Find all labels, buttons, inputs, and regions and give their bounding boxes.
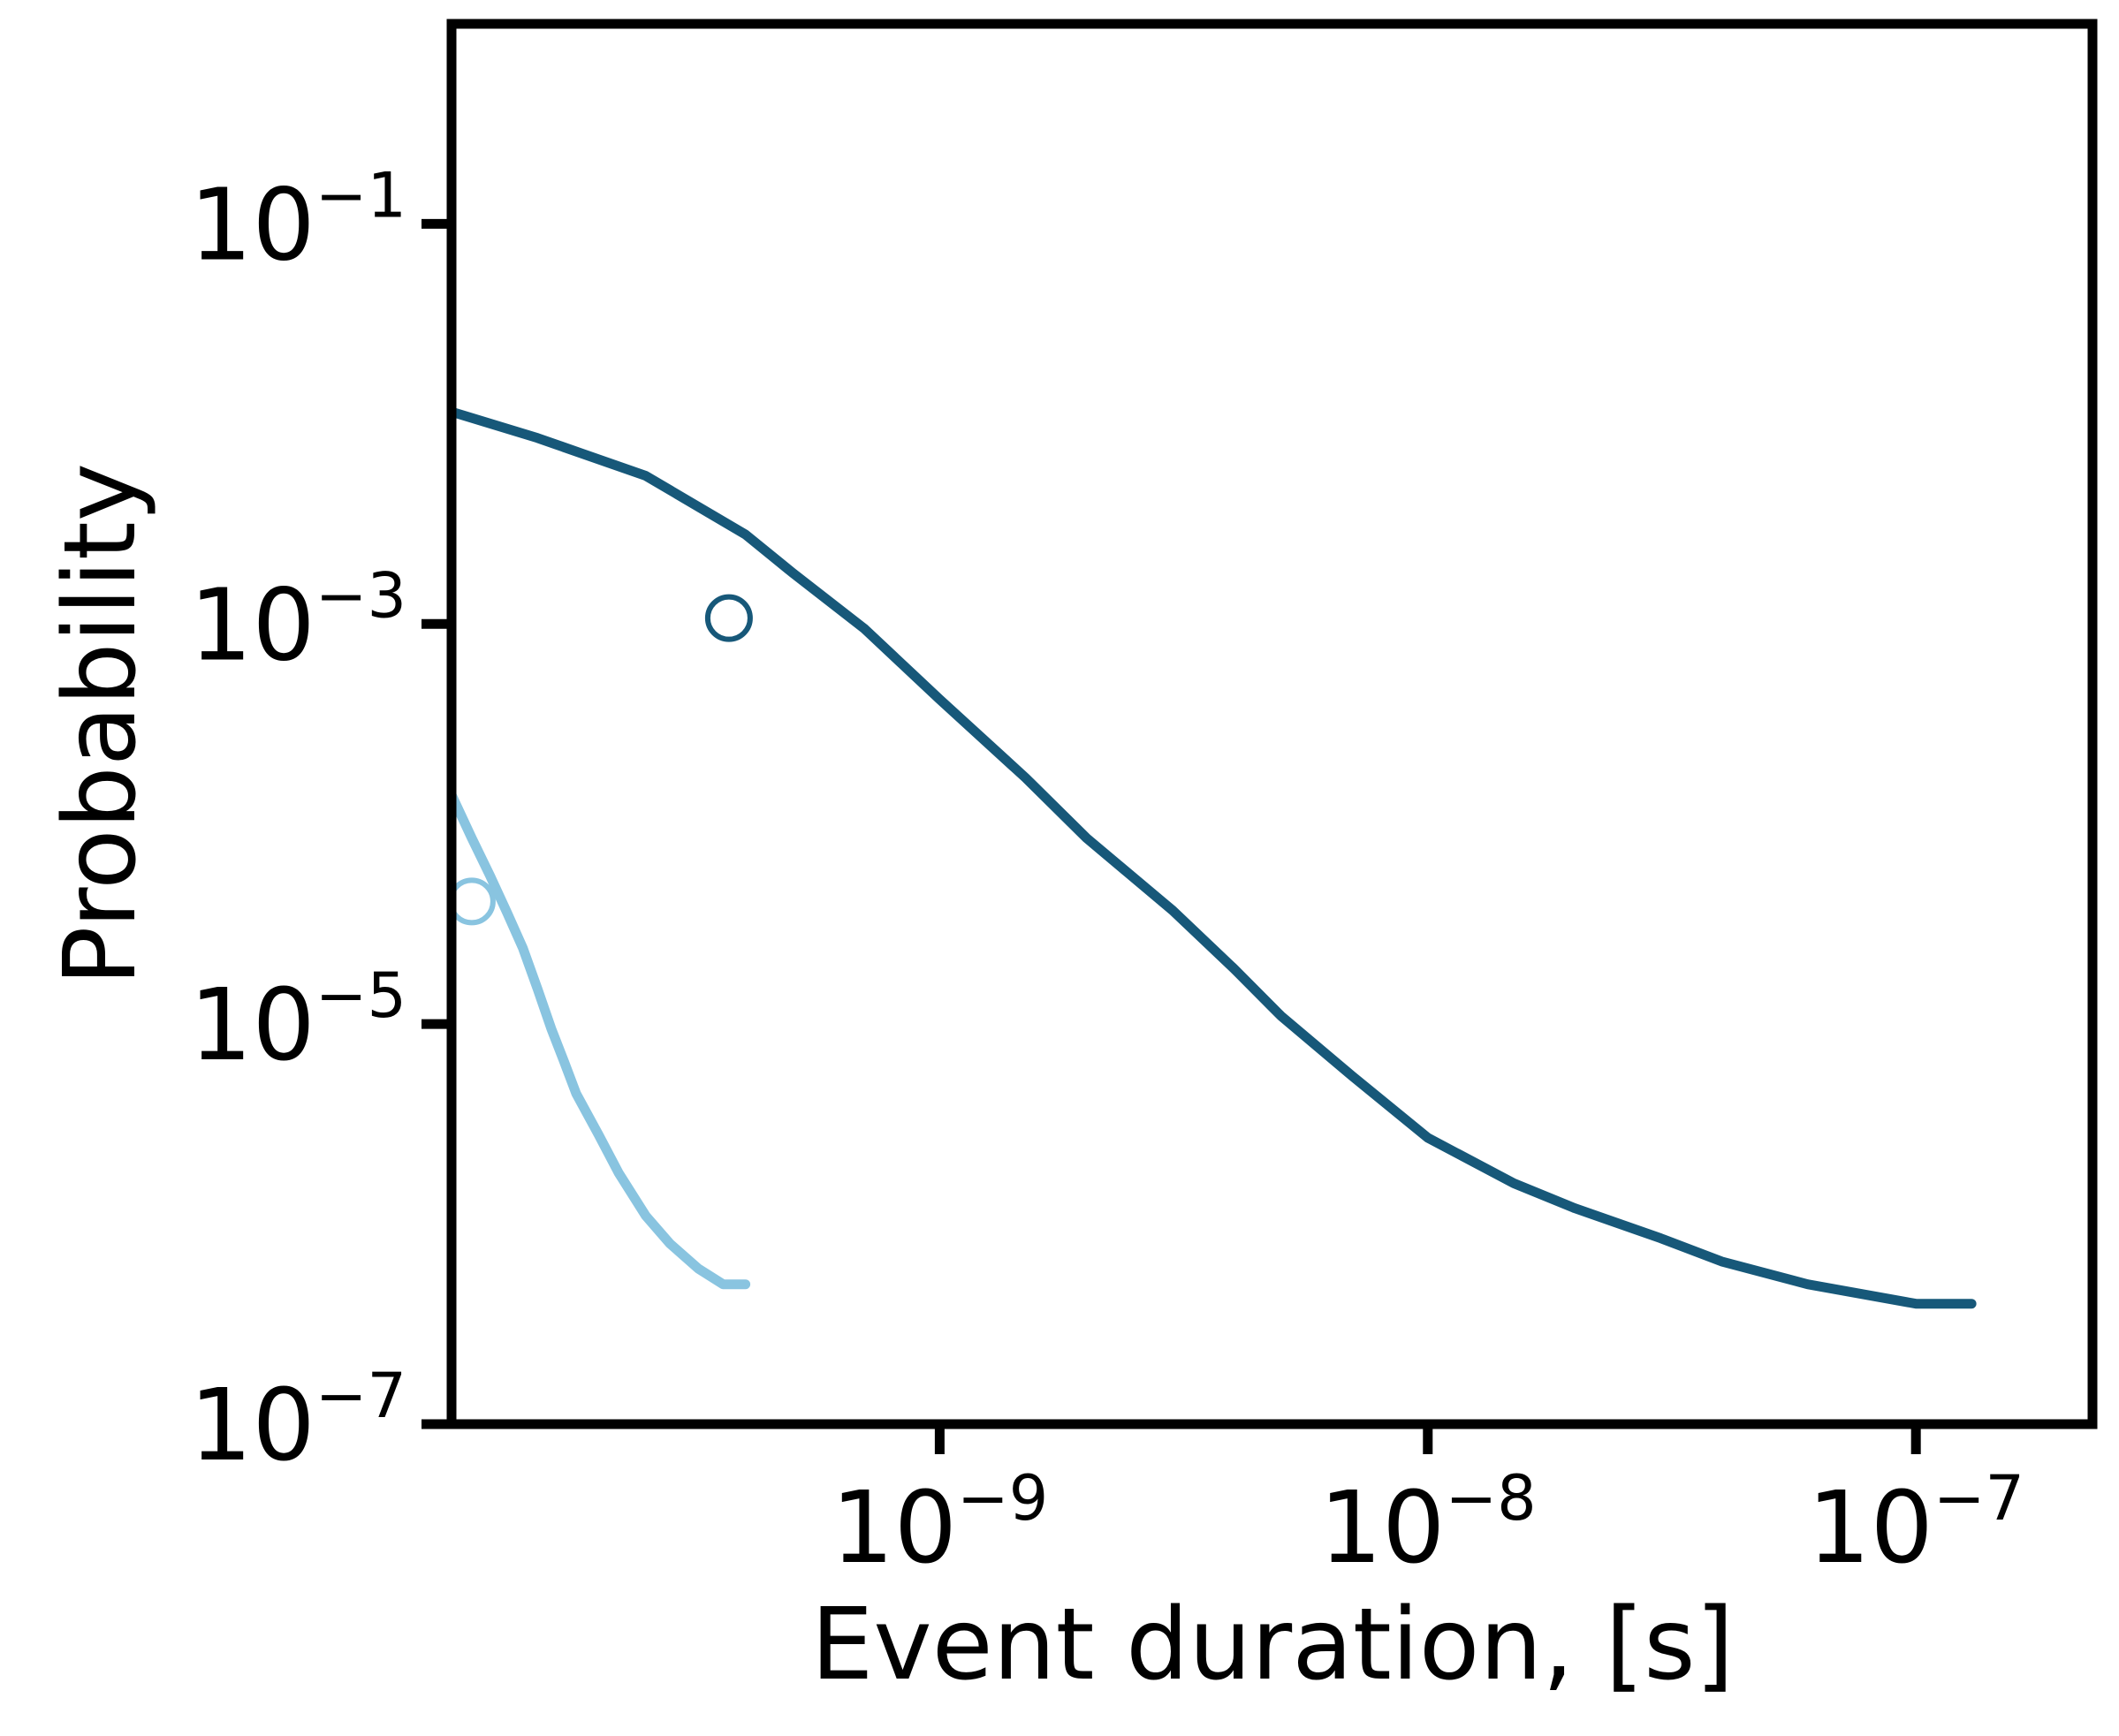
- x-tick-label-1: 10−9: [832, 1462, 1049, 1586]
- y-axis-title: Probability: [43, 463, 158, 986]
- y-tick-label-4: 10−7: [189, 1360, 406, 1483]
- y-tick-label-3: 10−5: [189, 959, 406, 1083]
- series-1-line: [446, 406, 1977, 1309]
- x-axis-title: Event duration, [s]: [811, 1588, 1735, 1702]
- series-2-marker: [447, 877, 496, 926]
- tick-layer: 10−9 10−8 10−7 10−1 10−3 10−5 10−7: [189, 159, 2024, 1586]
- marker-layer: [447, 594, 753, 926]
- series-2-line: [446, 790, 751, 1290]
- series-1-marker: [704, 594, 753, 642]
- y-tick-label-2: 10−3: [189, 559, 406, 683]
- plot-frame: [446, 19, 2098, 1429]
- y-tick-label-1: 10−1: [189, 159, 406, 283]
- x-tick-label-3: 10−7: [1807, 1462, 2024, 1586]
- series-layer: [446, 406, 1977, 1309]
- x-tick-label-2: 10−8: [1319, 1462, 1537, 1586]
